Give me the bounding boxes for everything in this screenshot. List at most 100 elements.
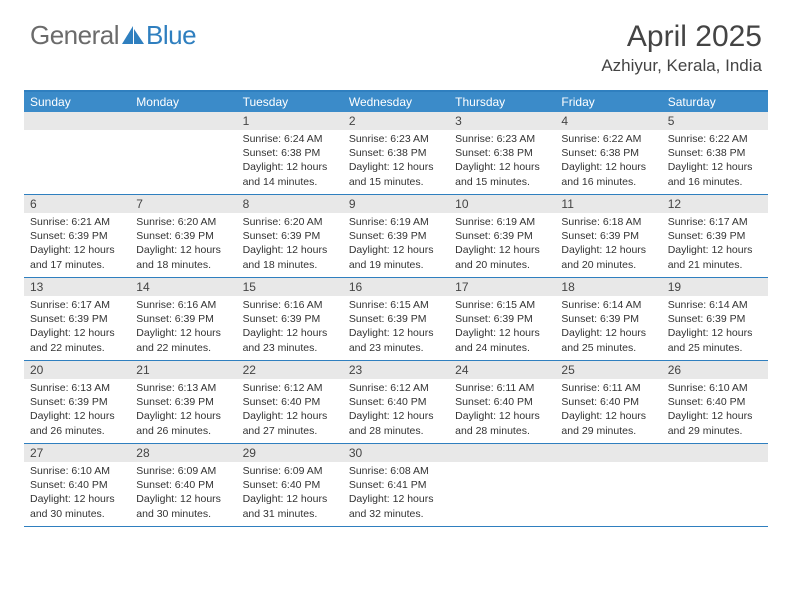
day-detail-line: Sunset: 6:39 PM [136, 229, 230, 243]
day-number: 15 [237, 278, 343, 296]
day-detail-line: Sunrise: 6:22 AM [668, 132, 762, 146]
day-detail-line: Sunset: 6:39 PM [30, 312, 124, 326]
day-details: Sunrise: 6:13 AMSunset: 6:39 PMDaylight:… [130, 379, 236, 442]
day-details: Sunrise: 6:11 AMSunset: 6:40 PMDaylight:… [449, 379, 555, 442]
month-title: April 2025 [601, 20, 762, 54]
day-detail-line: and 30 minutes. [136, 507, 230, 521]
day-details: Sunrise: 6:13 AMSunset: 6:39 PMDaylight:… [24, 379, 130, 442]
day-cell: 13Sunrise: 6:17 AMSunset: 6:39 PMDayligh… [24, 278, 130, 360]
day-cell: 8Sunrise: 6:20 AMSunset: 6:39 PMDaylight… [237, 195, 343, 277]
day-detail-line: and 30 minutes. [30, 507, 124, 521]
day-number: 17 [449, 278, 555, 296]
day-detail-line: and 15 minutes. [349, 175, 443, 189]
day-details: Sunrise: 6:08 AMSunset: 6:41 PMDaylight:… [343, 462, 449, 525]
day-detail-line: and 18 minutes. [243, 258, 337, 272]
weekday-header: Saturday [662, 92, 768, 112]
day-cell: 4Sunrise: 6:22 AMSunset: 6:38 PMDaylight… [555, 112, 661, 194]
weeks-container: 1Sunrise: 6:24 AMSunset: 6:38 PMDaylight… [24, 112, 768, 527]
day-detail-line: Daylight: 12 hours [561, 160, 655, 174]
day-detail-line: Sunrise: 6:23 AM [349, 132, 443, 146]
day-number: 26 [662, 361, 768, 379]
day-details: Sunrise: 6:19 AMSunset: 6:39 PMDaylight:… [449, 213, 555, 276]
day-detail-line: Daylight: 12 hours [136, 243, 230, 257]
day-detail-line: and 17 minutes. [30, 258, 124, 272]
day-detail-line: Sunrise: 6:18 AM [561, 215, 655, 229]
calendar: SundayMondayTuesdayWednesdayThursdayFrid… [24, 90, 768, 527]
day-cell: 1Sunrise: 6:24 AMSunset: 6:38 PMDaylight… [237, 112, 343, 194]
day-cell: 19Sunrise: 6:14 AMSunset: 6:39 PMDayligh… [662, 278, 768, 360]
day-detail-line: Daylight: 12 hours [136, 492, 230, 506]
header: General Blue April 2025 Azhiyur, Kerala,… [0, 0, 792, 84]
day-number: 30 [343, 444, 449, 462]
day-detail-line: Daylight: 12 hours [668, 160, 762, 174]
day-number: 19 [662, 278, 768, 296]
day-cell: 2Sunrise: 6:23 AMSunset: 6:38 PMDaylight… [343, 112, 449, 194]
day-cell: 30Sunrise: 6:08 AMSunset: 6:41 PMDayligh… [343, 444, 449, 526]
day-detail-line: Sunset: 6:39 PM [136, 395, 230, 409]
week-row: 6Sunrise: 6:21 AMSunset: 6:39 PMDaylight… [24, 195, 768, 278]
empty-day-bar [662, 444, 768, 462]
day-number: 8 [237, 195, 343, 213]
day-detail-line: Daylight: 12 hours [243, 160, 337, 174]
day-details: Sunrise: 6:19 AMSunset: 6:39 PMDaylight:… [343, 213, 449, 276]
day-detail-line: Sunrise: 6:15 AM [349, 298, 443, 312]
day-number: 18 [555, 278, 661, 296]
day-details: Sunrise: 6:10 AMSunset: 6:40 PMDaylight:… [24, 462, 130, 525]
day-details: Sunrise: 6:22 AMSunset: 6:38 PMDaylight:… [662, 130, 768, 193]
day-detail-line: Daylight: 12 hours [561, 409, 655, 423]
day-detail-line: Sunset: 6:39 PM [561, 229, 655, 243]
day-cell: 3Sunrise: 6:23 AMSunset: 6:38 PMDaylight… [449, 112, 555, 194]
day-detail-line: Daylight: 12 hours [668, 326, 762, 340]
logo-text-general: General [30, 20, 119, 51]
day-details: Sunrise: 6:16 AMSunset: 6:39 PMDaylight:… [237, 296, 343, 359]
day-detail-line: Daylight: 12 hours [136, 326, 230, 340]
day-detail-line: and 16 minutes. [561, 175, 655, 189]
day-detail-line: Daylight: 12 hours [136, 409, 230, 423]
day-detail-line: Sunset: 6:39 PM [136, 312, 230, 326]
location: Azhiyur, Kerala, India [601, 56, 762, 76]
day-detail-line: Daylight: 12 hours [243, 409, 337, 423]
day-detail-line: Sunrise: 6:19 AM [455, 215, 549, 229]
day-number: 11 [555, 195, 661, 213]
day-detail-line: Daylight: 12 hours [349, 326, 443, 340]
day-cell: 21Sunrise: 6:13 AMSunset: 6:39 PMDayligh… [130, 361, 236, 443]
day-cell: 10Sunrise: 6:19 AMSunset: 6:39 PMDayligh… [449, 195, 555, 277]
day-detail-line: Sunrise: 6:21 AM [30, 215, 124, 229]
day-detail-line: Daylight: 12 hours [561, 326, 655, 340]
day-detail-line: Sunset: 6:39 PM [349, 312, 443, 326]
day-detail-line: and 22 minutes. [136, 341, 230, 355]
day-detail-line: Daylight: 12 hours [455, 326, 549, 340]
day-details: Sunrise: 6:17 AMSunset: 6:39 PMDaylight:… [24, 296, 130, 359]
weekday-header: Monday [130, 92, 236, 112]
day-cell: 11Sunrise: 6:18 AMSunset: 6:39 PMDayligh… [555, 195, 661, 277]
day-cell: 27Sunrise: 6:10 AMSunset: 6:40 PMDayligh… [24, 444, 130, 526]
day-detail-line: Daylight: 12 hours [30, 326, 124, 340]
day-detail-line: Sunrise: 6:24 AM [243, 132, 337, 146]
empty-day-cell [662, 444, 768, 526]
day-detail-line: Sunrise: 6:10 AM [30, 464, 124, 478]
day-detail-line: Daylight: 12 hours [668, 243, 762, 257]
day-detail-line: Daylight: 12 hours [349, 492, 443, 506]
day-detail-line: and 20 minutes. [561, 258, 655, 272]
day-details: Sunrise: 6:12 AMSunset: 6:40 PMDaylight:… [237, 379, 343, 442]
day-detail-line: Daylight: 12 hours [30, 492, 124, 506]
day-detail-line: Sunset: 6:40 PM [243, 478, 337, 492]
day-number: 28 [130, 444, 236, 462]
day-detail-line: Sunrise: 6:20 AM [136, 215, 230, 229]
day-detail-line: Sunset: 6:38 PM [561, 146, 655, 160]
day-cell: 15Sunrise: 6:16 AMSunset: 6:39 PMDayligh… [237, 278, 343, 360]
day-number: 2 [343, 112, 449, 130]
day-details: Sunrise: 6:23 AMSunset: 6:38 PMDaylight:… [343, 130, 449, 193]
day-detail-line: Sunrise: 6:20 AM [243, 215, 337, 229]
day-details: Sunrise: 6:22 AMSunset: 6:38 PMDaylight:… [555, 130, 661, 193]
empty-day-cell [130, 112, 236, 194]
day-detail-line: Daylight: 12 hours [243, 326, 337, 340]
day-detail-line: Sunrise: 6:23 AM [455, 132, 549, 146]
day-detail-line: Sunset: 6:40 PM [561, 395, 655, 409]
day-detail-line: Daylight: 12 hours [455, 409, 549, 423]
day-detail-line: and 14 minutes. [243, 175, 337, 189]
day-detail-line: and 25 minutes. [561, 341, 655, 355]
weekday-header: Thursday [449, 92, 555, 112]
day-number: 14 [130, 278, 236, 296]
day-number: 16 [343, 278, 449, 296]
